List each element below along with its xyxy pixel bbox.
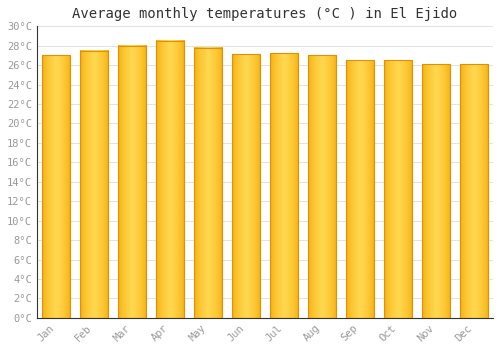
Bar [270, 54, 298, 318]
Bar [156, 41, 184, 318]
Bar [80, 51, 108, 318]
Bar [232, 55, 260, 318]
Bar [460, 64, 488, 318]
Bar [308, 55, 336, 318]
Bar [118, 46, 146, 318]
Bar [42, 55, 70, 318]
Bar [422, 64, 450, 318]
Bar [346, 60, 374, 318]
Bar [384, 60, 412, 318]
Title: Average monthly temperatures (°C ) in El Ejido: Average monthly temperatures (°C ) in El… [72, 7, 458, 21]
Bar [194, 48, 222, 318]
